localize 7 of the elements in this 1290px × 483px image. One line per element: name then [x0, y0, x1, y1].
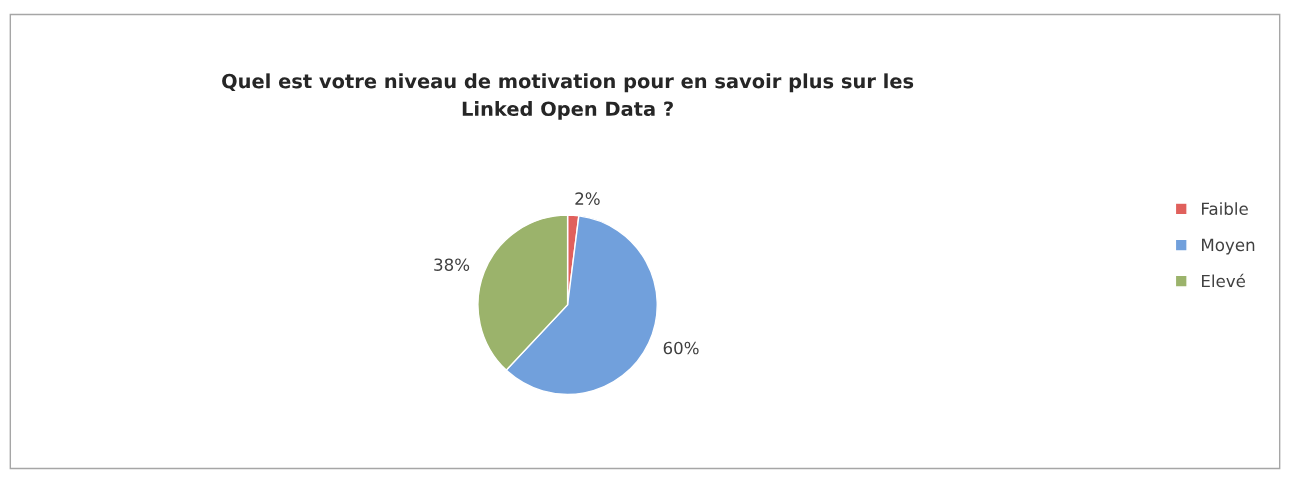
- legend-label: Moyen: [1202, 238, 1255, 255]
- data-label: 38%: [434, 258, 470, 271]
- data-label: 2%: [575, 192, 600, 205]
- legend-label: Elevé: [1202, 273, 1246, 288]
- chart-title: Quel est votre niveau de motivation pour en savoir plus sur les Linked Open Data ?: [222, 73, 914, 120]
- legend-label: Faible: [1202, 202, 1248, 216]
- data-label: 60%: [663, 341, 699, 355]
